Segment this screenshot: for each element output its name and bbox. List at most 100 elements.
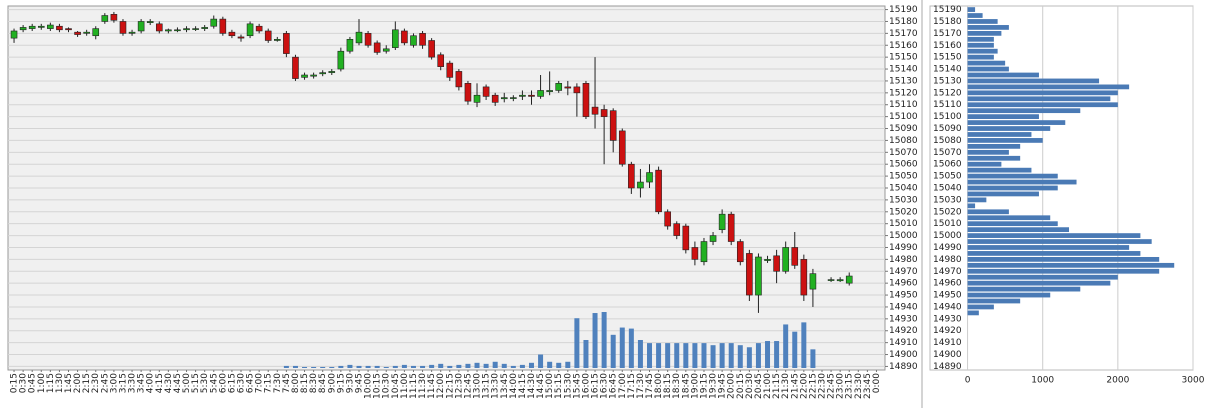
candle-body: [646, 172, 653, 183]
candle-body: [673, 223, 681, 236]
x-tick-label: 2:45: [100, 373, 110, 393]
y-tick-label: 15120: [933, 88, 962, 98]
x-tick-label: 20:00: [727, 373, 737, 399]
candle-body: [664, 211, 671, 227]
y-tick-label: 15050: [933, 172, 962, 182]
volume-bar: [311, 366, 317, 368]
x-tick-label: 11:30: [418, 373, 428, 399]
candle-body: [19, 27, 27, 31]
y-tick-label: 14910: [933, 338, 962, 348]
x-tick-label: 8:15: [300, 373, 310, 393]
candle-body: [618, 130, 626, 165]
volume-bar: [674, 343, 680, 368]
profile-bar: [967, 96, 1111, 102]
y-tick-label: 14890: [933, 362, 962, 372]
profile-bar: [967, 108, 1081, 114]
x-tick-label: 18:00: [654, 373, 664, 399]
candle-body: [174, 29, 181, 32]
y-tick-label: 15010: [889, 219, 918, 229]
x-tick-label: 17:15: [627, 373, 637, 399]
y-tick-label: 14890: [889, 362, 918, 372]
x-tick-label: 8:00: [291, 373, 301, 393]
x-tick-label: 17:30: [636, 373, 646, 399]
profile-bar: [967, 215, 1051, 221]
volume-bar: [347, 364, 353, 368]
x-tick-label: 2000: [1106, 376, 1129, 386]
candle-body: [137, 21, 145, 32]
y-tick-label: 14940: [889, 302, 918, 312]
profile-bar: [967, 143, 1021, 149]
x-tick-label: 16:15: [591, 373, 601, 399]
y-tick-label: 15130: [933, 76, 962, 86]
y-tick-label: 15090: [933, 124, 962, 134]
x-tick-label: 11:15: [409, 373, 419, 399]
volume-bar: [510, 365, 516, 368]
volume-bar: [583, 340, 589, 368]
y-tick-label: 15190: [889, 5, 918, 15]
x-tick-label: 21:30: [781, 373, 791, 399]
profile-bar: [967, 78, 1100, 84]
candle-body: [10, 30, 18, 39]
y-tick-label: 15020: [933, 207, 962, 217]
candle-body: [56, 25, 63, 31]
profile-bar: [967, 310, 979, 316]
candle-body: [382, 48, 390, 52]
x-tick-label: 6:00: [218, 373, 228, 393]
x-tick-label: 0:45: [28, 373, 38, 393]
x-tick-label: 17:45: [645, 373, 655, 399]
candle-body: [283, 33, 290, 54]
x-tick-label: 16:30: [600, 373, 610, 399]
x-tick-label: 23:30: [854, 373, 864, 399]
profile-bar: [967, 132, 1032, 137]
y-tick-label: 15160: [889, 41, 918, 51]
volume-bar: [755, 343, 761, 368]
y-tick-label: 15160: [933, 41, 962, 51]
volume-bar: [365, 365, 371, 368]
profile-bar: [967, 13, 983, 18]
candle-body: [736, 241, 744, 263]
volume-bar: [728, 343, 734, 368]
profile-bar: [967, 19, 998, 24]
candle-body: [755, 256, 762, 296]
candle-body: [464, 83, 472, 102]
y-tick-label: 15170: [889, 29, 918, 39]
x-tick-label: 22:30: [817, 373, 827, 399]
y-tick-label: 15100: [933, 112, 962, 122]
volume-bar: [601, 312, 607, 368]
candle-body: [128, 31, 136, 34]
candle-body: [65, 28, 72, 31]
profile-bar: [967, 227, 1070, 233]
x-tick-label: 23:15: [845, 373, 855, 399]
volume-bar: [574, 318, 580, 368]
volume-bar: [710, 345, 716, 368]
x-tick-label: 2:30: [91, 373, 101, 393]
volume-bar: [492, 361, 498, 368]
volume-bar: [701, 343, 707, 368]
profile-bar: [967, 120, 1066, 125]
candle-body: [528, 94, 535, 97]
candle-body: [746, 253, 753, 296]
y-tick-label: 15140: [889, 65, 918, 75]
candle-body: [537, 90, 544, 97]
volume-bar: [302, 366, 308, 368]
profile-bar: [967, 274, 1118, 280]
candle-body: [691, 247, 699, 260]
x-tick-label: 0:15: [10, 373, 20, 393]
candle-body: [264, 30, 272, 41]
x-tick-label: 3:00: [109, 373, 119, 393]
candle-body: [119, 21, 127, 34]
y-tick-label: 15120: [889, 88, 918, 98]
profile-bar: [967, 42, 994, 48]
volume-bar: [329, 366, 335, 368]
candle-body: [700, 241, 708, 263]
volume-bar: [801, 322, 807, 368]
x-tick-label: 11:45: [427, 373, 437, 399]
profile-bar: [967, 239, 1152, 244]
y-tick-label: 15140: [933, 65, 962, 75]
volume-bar: [429, 364, 435, 368]
volume-bar: [356, 365, 362, 368]
candle-body: [219, 18, 227, 34]
volume-bar: [656, 343, 662, 368]
x-tick-label: 13:45: [500, 373, 510, 399]
profile-bar: [967, 245, 1130, 250]
